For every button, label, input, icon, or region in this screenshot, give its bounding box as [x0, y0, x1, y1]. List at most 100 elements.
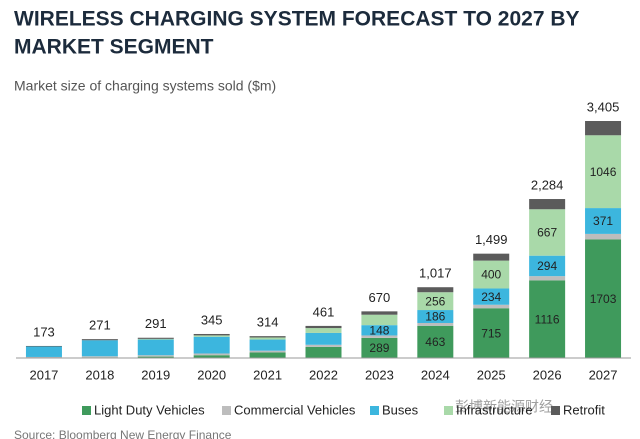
- total-label: 1,017: [419, 266, 452, 281]
- bar-segment: [193, 336, 230, 354]
- bar-segment: [529, 255, 566, 277]
- bar-segment: [249, 339, 286, 351]
- legend-label: Light Duty Vehicles: [94, 402, 205, 417]
- bar-segment: [473, 304, 510, 309]
- segment-label: 463: [425, 335, 445, 349]
- bar-segment: [305, 325, 342, 329]
- bar-segment: [361, 311, 398, 315]
- bar-segment: [361, 337, 398, 358]
- bar-segment: [193, 353, 230, 356]
- total-label: 3,405: [587, 99, 620, 114]
- bar-segment: [473, 260, 510, 289]
- source: Source: Bloomberg New Energy Finance: [14, 428, 232, 439]
- bar-segment: [361, 314, 398, 326]
- bar-segment: [529, 276, 566, 281]
- segment-label: 371: [593, 214, 613, 228]
- bar-segment: [305, 332, 342, 345]
- total-label: 461: [313, 304, 335, 319]
- segment-label: 186: [425, 310, 445, 324]
- x-tick-label: 2023: [365, 367, 394, 382]
- chart-title: WIRELESS CHARGING SYSTEM FORECAST TO 202…: [14, 8, 580, 31]
- bar-segment: [137, 338, 174, 340]
- bar-segment: [473, 288, 510, 305]
- total-label: 173: [33, 324, 55, 339]
- total-label: 314: [257, 315, 279, 330]
- legend-swatch: [222, 406, 231, 415]
- bar-segment: [249, 352, 286, 358]
- bar-segment: [249, 350, 286, 353]
- segment-label: 148: [369, 323, 389, 337]
- x-tick-label: 2024: [421, 367, 450, 382]
- bar-segment: [193, 333, 230, 336]
- x-tick-label: 2022: [309, 367, 338, 382]
- segment-label: 289: [369, 341, 389, 355]
- segment-label: 667: [537, 226, 557, 240]
- x-tick-label: 2026: [533, 367, 562, 382]
- segment-label: 1703: [590, 292, 617, 306]
- legend-label: Infrastructure: [456, 402, 533, 417]
- bar-segment: [361, 335, 398, 338]
- total-label: 291: [145, 316, 167, 331]
- total-label: 1,499: [475, 232, 508, 247]
- legend-label: Commercial Vehicles: [234, 402, 356, 417]
- legend-swatch: [444, 406, 453, 415]
- legend-swatch: [551, 406, 560, 415]
- bar-segment: [193, 355, 230, 358]
- segment-label: 234: [481, 290, 501, 304]
- bar-segment: [585, 239, 622, 358]
- bar-segment: [137, 337, 174, 339]
- bar-segment: [25, 346, 62, 357]
- bar-segment: [137, 339, 174, 356]
- bar-segment: [417, 325, 454, 358]
- total-label: 345: [201, 312, 223, 327]
- bar-segment: [585, 135, 622, 209]
- segment-label: 715: [481, 326, 501, 340]
- x-tick-label: 2018: [85, 367, 114, 382]
- bar-segment: [585, 208, 622, 234]
- bar-segment: [25, 345, 62, 347]
- bar-segment: [137, 356, 174, 358]
- bar-segment: [585, 121, 622, 136]
- bar-segment: [193, 335, 230, 337]
- bar-segment: [529, 280, 566, 358]
- legend-swatch: [370, 406, 379, 415]
- bar-segment: [305, 328, 342, 333]
- bar-segment: [249, 336, 286, 338]
- legend-label: Buses: [382, 402, 419, 417]
- x-tick-label: 2021: [253, 367, 282, 382]
- bar-segment: [417, 287, 454, 293]
- bar-segment: [361, 325, 398, 336]
- chart-subtitle: Market size of charging systems sold ($m…: [14, 78, 276, 94]
- watermark: 彭博新能源财经: [455, 399, 553, 415]
- bar-segment: [417, 322, 454, 326]
- bar-segment: [529, 209, 566, 256]
- bar-segment: [473, 253, 510, 261]
- total-label: 271: [89, 318, 111, 333]
- x-tick-label: 2027: [589, 367, 618, 382]
- bar-segment: [305, 344, 342, 347]
- legend-label: Retrofit: [563, 402, 605, 417]
- segment-label: 400: [481, 268, 501, 282]
- bar-segment: [417, 310, 454, 323]
- bar-segment: [81, 339, 118, 341]
- legend-swatch: [82, 406, 91, 415]
- total-label: 2,284: [531, 177, 564, 192]
- total-label: 670: [369, 290, 391, 305]
- bar-segment: [25, 356, 62, 358]
- bar-segment: [417, 292, 454, 311]
- segment-label: 294: [537, 259, 557, 273]
- bar-segment: [473, 308, 510, 358]
- x-tick-label: 2019: [141, 367, 170, 382]
- segment-label: 1116: [535, 312, 560, 326]
- bar-segment: [585, 233, 622, 240]
- bar-segment: [305, 346, 342, 358]
- segment-label: 256: [425, 294, 445, 308]
- x-tick-label: 2025: [477, 367, 506, 382]
- chart-title: MARKET SEGMENT: [14, 36, 214, 59]
- bar-segment: [81, 340, 118, 357]
- bar-segment: [249, 337, 286, 340]
- segment-label: 1046: [590, 165, 617, 179]
- bar-segment: [81, 356, 118, 358]
- bar-segment: [137, 355, 174, 357]
